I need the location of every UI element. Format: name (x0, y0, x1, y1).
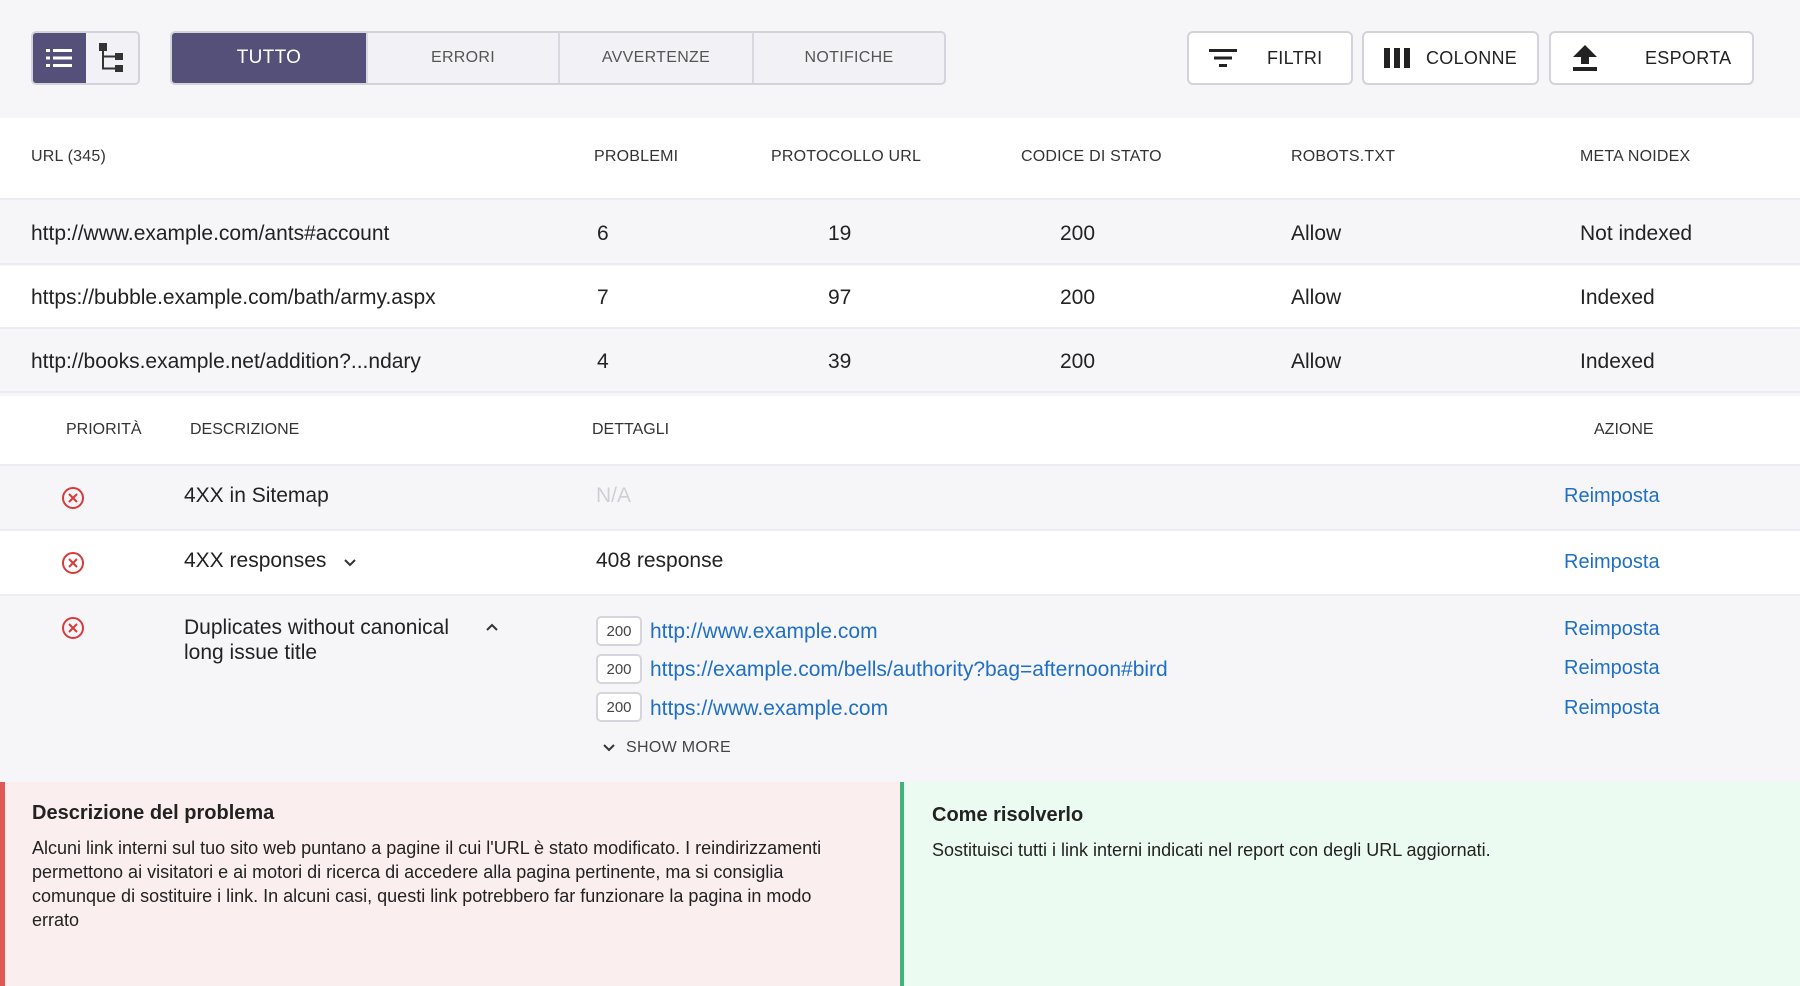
issue-description: Duplicates without canonical (184, 616, 449, 639)
solution-title: Come risolverlo (932, 804, 1084, 826)
filter-icon (1209, 49, 1237, 67)
detail-url-link[interactable]: https://www.example.com (650, 697, 889, 720)
tab-errors[interactable]: ERRORI (366, 33, 558, 83)
export-button[interactable]: ESPORTA (1549, 31, 1754, 85)
meta-value: Indexed (1580, 286, 1655, 309)
protocol-value: 19 (828, 222, 852, 245)
issue-description-continued: long issue title (184, 641, 318, 664)
issue-row: Duplicates without canonical long issue … (0, 596, 1800, 782)
tab-all[interactable]: TUTTO (172, 33, 366, 83)
solution-text: Sostituisci tutti i link interni indicat… (932, 840, 1491, 860)
problems-count: 7 (597, 286, 609, 309)
header-priority: PRIORITÀ (66, 421, 142, 438)
show-more-button[interactable]: SHOW MORE (602, 739, 731, 757)
status-code: 200 (1060, 222, 1096, 245)
upload-icon (1573, 45, 1597, 71)
error-icon (62, 487, 84, 509)
tree-view-button[interactable] (86, 33, 139, 83)
header-problems[interactable]: PROBLEMI (594, 148, 679, 165)
header-status-code[interactable]: CODICE DI STATO (1021, 148, 1162, 165)
tab-warnings[interactable]: AVVERTENZE (558, 33, 752, 83)
meta-value: Indexed (1580, 350, 1655, 373)
filters-button[interactable]: FILTRI (1187, 31, 1353, 85)
header-details: DETTAGLI (592, 421, 670, 438)
protocol-value: 97 (828, 286, 852, 309)
url-link[interactable]: https://bubble.example.com/bath/army.asp… (31, 286, 436, 309)
show-more-label: SHOW MORE (626, 739, 731, 756)
problem-text: Alcuni link interni sul tuo sito web pun… (32, 838, 822, 930)
url-link[interactable]: http://www.example.com/ants#account (31, 222, 390, 245)
status-code-badge: 200 (596, 654, 642, 684)
tab-notices[interactable]: NOTIFICHE (752, 33, 944, 83)
problems-count: 6 (597, 222, 609, 245)
issue-filter-tabs: TUTTO ERRORI AVVERTENZE NOTIFICHE (170, 31, 946, 85)
reset-link[interactable]: Reimposta (1564, 485, 1660, 507)
reset-link[interactable]: Reimposta (1564, 657, 1660, 679)
issue-row: 4XX responses 408 response Reimposta (0, 531, 1800, 596)
table-row[interactable]: https://bubble.example.com/bath/army.asp… (0, 266, 1800, 329)
status-code: 200 (1060, 286, 1096, 309)
robots-value: Allow (1291, 222, 1342, 245)
columns-icon (1384, 48, 1410, 68)
header-meta-noindex[interactable]: META NOIDEX (1580, 148, 1691, 165)
columns-button[interactable]: COLONNE (1362, 31, 1539, 85)
url-link[interactable]: http://books.example.net/addition?...nda… (31, 350, 421, 373)
status-code: 200 (1060, 350, 1096, 373)
problem-title: Descrizione del problema (32, 802, 275, 824)
toolbar: TUTTO ERRORI AVVERTENZE NOTIFICHE FILTRI… (0, 0, 1800, 118)
detail-url-link[interactable]: https://example.com/bells/authority?bag=… (650, 658, 1168, 681)
chevron-up-icon[interactable] (485, 622, 499, 632)
table-row[interactable]: http://books.example.net/addition?...nda… (0, 330, 1800, 393)
issue-row: 4XX in Sitemap N/A Reimposta (0, 466, 1800, 531)
table-row[interactable]: http://www.example.com/ants#account 6 19… (0, 202, 1800, 265)
filters-label: FILTRI (1267, 47, 1323, 68)
issue-details: N/A (596, 484, 632, 507)
header-url-protocol[interactable]: PROTOCOLLO URL (771, 148, 922, 165)
meta-value: Not indexed (1580, 222, 1693, 245)
header-description: DESCRIZIONE (190, 421, 300, 438)
url-table-header: URL (345) PROBLEMI PROTOCOLLO URL CODICE… (0, 118, 1800, 200)
protocol-value: 39 (828, 350, 852, 373)
header-robots[interactable]: ROBOTS.TXT (1291, 148, 1396, 165)
export-label: ESPORTA (1645, 47, 1732, 68)
how-to-fix-panel: Come risolverlo Sostituisci tutti i link… (900, 782, 1800, 986)
error-icon (62, 552, 84, 574)
chevron-down-icon (603, 744, 615, 752)
header-action: AZIONE (1594, 421, 1654, 438)
header-url[interactable]: URL (345) (31, 148, 107, 165)
reset-link[interactable]: Reimposta (1564, 551, 1660, 573)
columns-label: COLONNE (1426, 47, 1518, 68)
robots-value: Allow (1291, 350, 1342, 373)
issue-description: 4XX responses (184, 549, 327, 572)
list-icon (46, 49, 73, 67)
tree-icon (98, 43, 123, 72)
problems-count: 4 (597, 350, 609, 373)
reset-link[interactable]: Reimposta (1564, 618, 1660, 640)
issue-details: 408 response (596, 549, 724, 572)
detail-url-link[interactable]: http://www.example.com (650, 620, 878, 643)
reset-link[interactable]: Reimposta (1564, 697, 1660, 719)
problem-description-panel: Descrizione del problema Alcuni link int… (0, 782, 900, 986)
chevron-down-icon[interactable] (343, 558, 357, 568)
status-code-badge: 200 (596, 692, 642, 722)
issue-description: 4XX in Sitemap (184, 484, 329, 507)
issues-table-header: PRIORITÀ DESCRIZIONE DETTAGLI AZIONE (0, 396, 1800, 466)
view-toggle (31, 31, 140, 85)
status-code-badge: 200 (596, 616, 642, 646)
robots-value: Allow (1291, 286, 1342, 309)
list-view-button[interactable] (33, 33, 86, 83)
error-icon (62, 617, 84, 639)
